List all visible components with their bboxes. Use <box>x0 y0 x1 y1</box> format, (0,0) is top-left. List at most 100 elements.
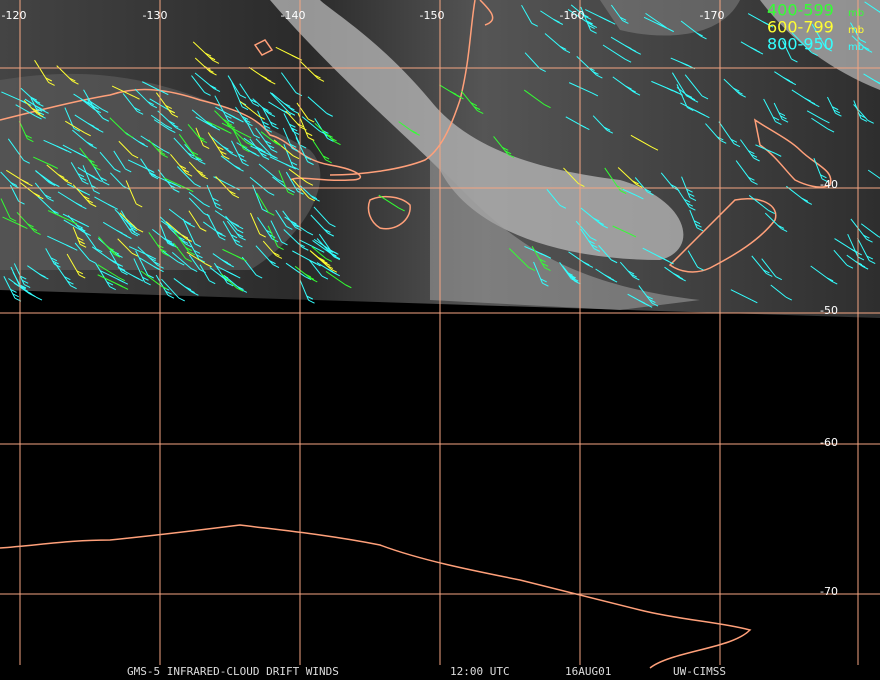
barb-flag <box>53 183 60 188</box>
barb <box>250 145 270 156</box>
barb-flag <box>627 270 635 275</box>
barb-flag <box>242 162 249 167</box>
barb-flag <box>178 236 185 241</box>
barb-flag <box>78 221 86 226</box>
barb-flag <box>686 202 694 207</box>
barb-flag <box>651 146 659 151</box>
barb-flag <box>199 172 206 177</box>
barb-flag <box>188 289 195 293</box>
barb-flag <box>153 266 161 270</box>
barb-flag <box>582 261 590 266</box>
barb-flag <box>64 276 71 281</box>
barb <box>149 98 168 110</box>
latitude-label: -50 <box>820 304 838 317</box>
barb-flag <box>260 152 267 157</box>
barb-flag <box>118 267 126 271</box>
barb-flag <box>21 279 29 284</box>
barb-flag <box>244 134 252 139</box>
barb-flag <box>679 277 686 282</box>
barb-flag <box>670 184 678 189</box>
legend-range: 600-799 <box>767 18 834 37</box>
barb-flag <box>697 266 704 271</box>
barb-flag <box>168 120 175 125</box>
barb-flag <box>138 141 145 146</box>
barb-flag <box>141 143 149 148</box>
barb-flag <box>90 145 97 149</box>
barb-flag <box>285 163 293 168</box>
barb-flag <box>165 105 172 110</box>
barb-flag <box>700 35 707 40</box>
barb <box>378 194 399 209</box>
barb-flag <box>237 153 245 158</box>
barb-flag <box>638 299 645 304</box>
barb-flag <box>37 102 44 107</box>
barb-flag <box>202 145 210 150</box>
barb-flag <box>88 159 95 163</box>
barb-flag <box>262 156 270 160</box>
barb-flag <box>246 122 253 127</box>
barb-flag <box>42 275 49 280</box>
barb-flag <box>553 18 560 23</box>
barb <box>546 188 561 206</box>
barb-flag <box>271 148 278 153</box>
barb-flag <box>858 263 866 268</box>
barb-flag <box>825 47 833 52</box>
barb <box>284 216 308 233</box>
barb-flag <box>199 160 206 165</box>
barb-flag <box>222 145 229 150</box>
barb-flag <box>531 22 538 27</box>
barb <box>0 198 11 219</box>
barb-flag <box>739 93 746 98</box>
barb-flag <box>10 289 17 293</box>
barb-flag <box>504 150 512 155</box>
footer-text: GMS-5 INFRARED-CLOUD DRIFT WINDS <box>127 665 339 678</box>
barb-flag <box>23 284 31 288</box>
barb-flag <box>27 138 34 143</box>
barb-flag <box>116 253 123 258</box>
barb-flag <box>846 264 854 269</box>
barb-flag <box>75 202 83 207</box>
barb-flag <box>625 85 632 90</box>
barb-flag <box>188 223 195 228</box>
barb-flag <box>240 157 247 162</box>
barb-flag <box>657 23 664 28</box>
barb-flag <box>77 237 84 241</box>
barb-flag <box>243 148 250 153</box>
barb-flag <box>126 133 134 138</box>
barb-flag <box>48 82 55 86</box>
barb-flag <box>70 220 78 225</box>
barb-flag <box>681 62 688 67</box>
barb <box>199 264 210 281</box>
barb-flag <box>329 223 336 228</box>
barb-flag <box>45 77 53 82</box>
barb-flag <box>302 246 309 251</box>
barb <box>63 219 85 234</box>
barb-flag <box>304 276 312 280</box>
barb-flag <box>865 48 873 53</box>
barb-flag <box>831 280 838 285</box>
barb-flag <box>163 149 170 154</box>
barb-flag <box>219 236 226 241</box>
barb-flag <box>326 268 334 273</box>
barb-flag <box>236 229 244 234</box>
barb-flag <box>322 155 330 160</box>
barb-flag <box>689 197 697 202</box>
barb <box>684 74 703 97</box>
barb-flag <box>666 87 673 92</box>
barb-flag <box>130 227 138 232</box>
barb-flag <box>450 91 457 95</box>
barb-flag <box>230 152 238 157</box>
barb-flag <box>76 270 84 275</box>
barb-flag <box>118 277 126 282</box>
barb <box>269 92 290 113</box>
barb-flag <box>410 129 417 134</box>
barb-flag <box>324 229 331 233</box>
barb-flag <box>201 175 209 180</box>
barb-flag <box>116 262 124 267</box>
barb-flag <box>212 197 219 202</box>
barb-flag <box>307 137 315 141</box>
barb <box>867 169 880 179</box>
barb-flag <box>413 131 420 136</box>
barb-flag <box>507 154 515 158</box>
barb-flag <box>785 296 793 301</box>
